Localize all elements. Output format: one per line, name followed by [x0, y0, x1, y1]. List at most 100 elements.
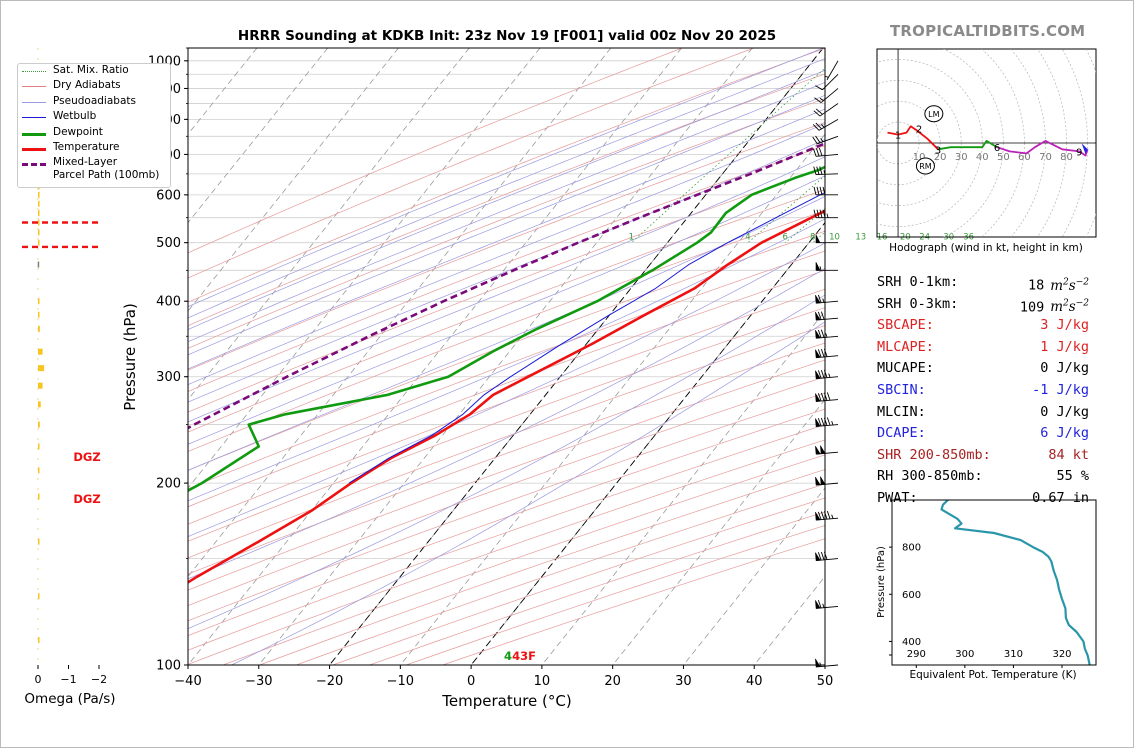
barb-flag [819, 166, 823, 175]
omega-bar [38, 229, 40, 236]
dry-adiabat [188, 307, 825, 542]
theta-e-x-tick-label: 310 [1004, 649, 1023, 660]
parameter-label: MUCAPE: [877, 360, 934, 377]
barb-flag [817, 418, 822, 427]
barb-staff [816, 153, 839, 157]
skewt-title: HRRR Sounding at KDKB Init: 23z Nov 19 [… [238, 28, 776, 44]
barb-staff [815, 173, 839, 176]
omega-bar [38, 325, 40, 332]
theta-e-line [940, 500, 1091, 665]
barb-half-flag [819, 97, 824, 102]
omega-bar [38, 239, 40, 246]
legend-entry: Mixed-Layer Parcel Path (100mb) [18, 156, 170, 184]
x-tick-label: 10 [534, 674, 551, 689]
barb-flag [813, 186, 817, 195]
mixing-ratio-label: 24 [919, 233, 930, 243]
dry-adiabat [188, 98, 825, 349]
barb-flag [820, 311, 825, 320]
barb-flag [817, 294, 822, 303]
storm-motion-label: LM [928, 110, 939, 119]
barb-half-flag [819, 662, 822, 667]
mixing-ratio-label: 10 [829, 233, 840, 243]
wind-barb [815, 599, 839, 609]
parameter-value: 6 J/kg [1040, 425, 1089, 442]
barb-flag [817, 393, 822, 402]
theta-e-axes: 290 300 310 320 400 600 800 [889, 543, 1072, 668]
wind-barb [812, 147, 839, 157]
dgz-label-top: DGZ [73, 450, 100, 464]
barb-flag [822, 209, 826, 218]
omega-bar [38, 538, 40, 545]
barb-pennant [815, 295, 821, 304]
dry-adiabat [188, 376, 825, 606]
isotherm-line [188, 48, 329, 224]
omega-bar [38, 382, 43, 389]
barb-flag [823, 369, 828, 378]
barb-half-flag [831, 514, 834, 519]
hodograph-height-label: 2 [916, 124, 922, 135]
parameter-row: MLCAPE: 1 J/kg [877, 337, 1097, 359]
legend-swatch [22, 86, 46, 88]
barb-flag [815, 85, 823, 91]
parameter-label: DCAPE: [877, 425, 926, 442]
legend-entry: Dewpoint [18, 126, 170, 141]
hodograph-height-label: 3 [935, 145, 941, 156]
dry-adiabat [188, 122, 825, 371]
isotherm-line [541, 310, 825, 665]
storm-motion-marker [915, 157, 935, 175]
mixing-ratio-line [861, 48, 1097, 243]
pseudoadiabat [188, 294, 825, 630]
barb-flag [823, 551, 828, 560]
parameter-value: -1 J/kg [1032, 381, 1089, 398]
legend-entry: Temperature [18, 141, 170, 156]
omega-bar [38, 443, 40, 450]
barb-flag [812, 124, 820, 131]
wind-barb [815, 329, 839, 339]
omega-x-tick-label: −2 [91, 673, 107, 686]
wind-barb [813, 166, 839, 176]
barb-staff [822, 73, 839, 91]
barb-pennant [815, 552, 821, 561]
barb-half-flag [819, 266, 822, 271]
omega-bar [38, 593, 40, 600]
dry-adiabat [188, 167, 825, 413]
barb-flag [813, 209, 817, 218]
mixing-ratio-line [835, 48, 1069, 243]
theta-e-x-tick-label: 300 [955, 649, 974, 660]
legend-swatch [22, 117, 46, 119]
dry-adiabat [188, 408, 825, 637]
legend-entry: Pseudoadiabats [18, 95, 170, 110]
isotherm-line [188, 48, 399, 312]
hodograph-trace [937, 139, 998, 151]
dry-adiabat [188, 392, 825, 622]
parameter-label: RH 300-850mb: [877, 468, 983, 485]
hodograph-height-label: 6 [994, 143, 1000, 154]
barb-half-flag [822, 298, 825, 303]
temperature-line [188, 209, 825, 584]
barb-pennant [815, 658, 821, 668]
legend-entry: Dry Adiabats [18, 79, 170, 94]
mixing-ratio-label: 20 [900, 233, 911, 243]
barb-flag [815, 108, 823, 115]
parameter-label: PWAT: [877, 489, 918, 506]
parameter-unit: m2s−2 [1050, 298, 1089, 316]
hodograph-ring-label: 20 [934, 152, 947, 163]
barb-half-flag [831, 420, 834, 426]
theta-e-frame [891, 499, 1097, 666]
barb-flag [812, 136, 818, 145]
omega-bar [38, 219, 40, 226]
wind-barb [813, 186, 838, 196]
wind-barb [815, 262, 838, 271]
mixing-ratio-line [949, 48, 1134, 243]
pseudoadiabat [188, 108, 825, 370]
pseudoadiabat [188, 58, 825, 319]
mixing-ratio-label: 16 [877, 233, 888, 243]
barb-pennant [815, 262, 821, 271]
parameter-label: SHR 200-850mb: [877, 446, 991, 463]
isotherm-line [470, 221, 825, 665]
skewt-profiles [188, 142, 825, 584]
sounding-parameters: SRH 0-1km: 18 m2s−2 SRH 0-3km: 109 m2s−2 SBCAP… [877, 272, 1097, 510]
barb-flag [826, 510, 831, 520]
barb-flag [817, 511, 822, 520]
barb-flag [818, 147, 823, 156]
